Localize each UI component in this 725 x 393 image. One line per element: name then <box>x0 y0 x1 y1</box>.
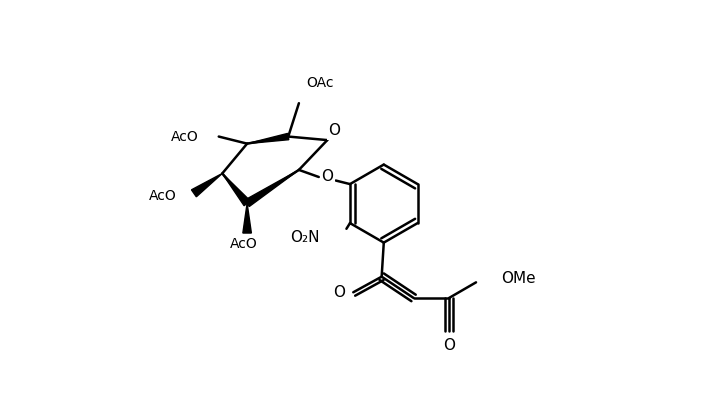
Text: AcO: AcO <box>230 237 257 252</box>
Polygon shape <box>245 170 299 206</box>
Polygon shape <box>247 133 289 144</box>
Text: O₂N: O₂N <box>290 230 320 245</box>
Text: O: O <box>443 338 455 353</box>
Text: OMe: OMe <box>501 271 536 286</box>
Text: AcO: AcO <box>171 130 199 143</box>
Polygon shape <box>191 173 223 197</box>
Text: AcO: AcO <box>149 189 176 203</box>
Text: O: O <box>328 123 340 138</box>
Text: O: O <box>333 285 345 301</box>
Polygon shape <box>223 173 250 206</box>
Text: O: O <box>321 169 334 184</box>
Text: OAc: OAc <box>306 76 334 90</box>
Polygon shape <box>243 203 252 233</box>
